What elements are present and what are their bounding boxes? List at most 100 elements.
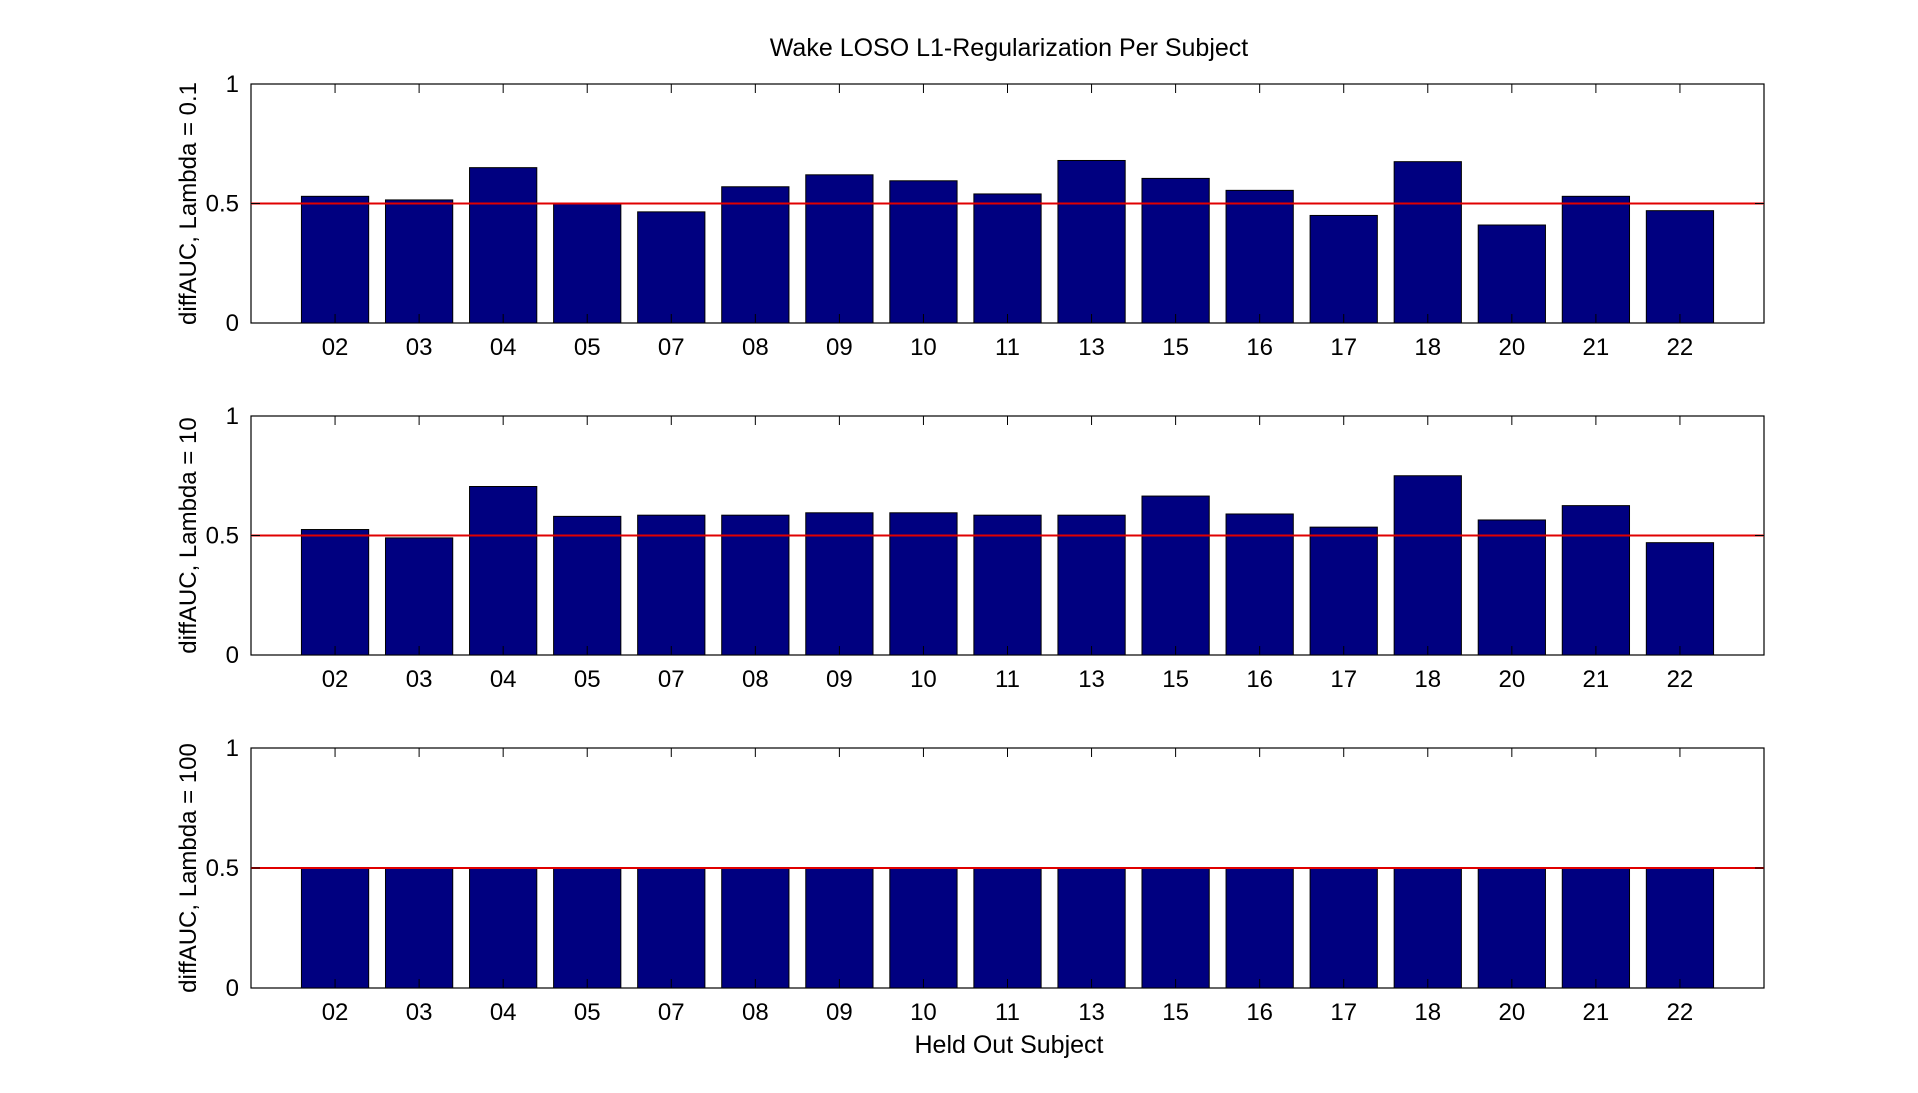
x-tick-label: 07 bbox=[658, 666, 685, 693]
bar-04 bbox=[469, 486, 538, 656]
bar-13 bbox=[1057, 514, 1126, 656]
bar-11 bbox=[973, 193, 1042, 324]
bar-05 bbox=[553, 867, 622, 989]
x-tick-label: 22 bbox=[1667, 334, 1694, 361]
x-tick-label: 05 bbox=[574, 999, 601, 1026]
x-tick-label: 15 bbox=[1162, 999, 1189, 1026]
bar-18 bbox=[1393, 161, 1462, 324]
x-tick-label: 02 bbox=[322, 666, 349, 693]
x-tick-label: 03 bbox=[406, 666, 433, 693]
x-tick-label: 02 bbox=[322, 334, 349, 361]
x-tick-label: 07 bbox=[658, 334, 685, 361]
bar-15 bbox=[1141, 177, 1210, 324]
subplot-panels: 02 03 04 05 07 08 09 10 11 13 15 16 17 18 20 21 2200.51d… bbox=[175, 71, 1765, 1026]
x-tick-label: 08 bbox=[742, 999, 769, 1026]
x-tick-label: 20 bbox=[1498, 334, 1525, 361]
x-tick-label: 04 bbox=[490, 999, 517, 1026]
bar-02 bbox=[300, 867, 370, 989]
bar-18 bbox=[1393, 475, 1462, 656]
x-tick-label: 15 bbox=[1162, 666, 1189, 693]
bar-21 bbox=[1561, 195, 1631, 324]
bar-07 bbox=[637, 211, 706, 324]
bar-07 bbox=[637, 867, 706, 989]
bar-16 bbox=[1225, 513, 1294, 656]
bar-20 bbox=[1477, 867, 1546, 989]
x-axis-label: Held Out Subject bbox=[915, 1031, 1104, 1059]
y-tick-label: 1 bbox=[226, 735, 239, 762]
figure-title: Wake LOSO L1-Regularization Per Subject bbox=[770, 34, 1249, 62]
bar-03 bbox=[384, 537, 454, 656]
bar-20 bbox=[1477, 224, 1546, 324]
x-tick-label: 13 bbox=[1078, 334, 1105, 361]
x-tick-label: 21 bbox=[1583, 999, 1610, 1026]
bar-07 bbox=[637, 514, 706, 656]
bar-17 bbox=[1309, 214, 1378, 324]
bar-11 bbox=[973, 514, 1042, 656]
bar-04 bbox=[469, 867, 538, 989]
x-tick-label: 20 bbox=[1498, 666, 1525, 693]
x-tick-label: 11 bbox=[995, 334, 1020, 361]
bar-09 bbox=[805, 512, 874, 656]
bar-13 bbox=[1057, 159, 1126, 324]
bar-16 bbox=[1225, 867, 1294, 989]
bar-10 bbox=[889, 867, 958, 989]
y-tick-label: 0 bbox=[226, 310, 239, 337]
bar-02 bbox=[300, 529, 370, 656]
x-tick-label: 04 bbox=[490, 666, 517, 693]
bar-15 bbox=[1141, 495, 1210, 656]
x-tick-label: 09 bbox=[826, 999, 853, 1026]
subplot-1: 02 03 04 05 07 08 09 10 11 13 15 16 17 18 20 21 22 0 0.5 1d… bbox=[175, 71, 1765, 361]
x-tick-label: 21 bbox=[1583, 334, 1610, 361]
x-tick-label: 04 bbox=[490, 334, 517, 361]
x-tick-label: 16 bbox=[1246, 334, 1273, 361]
x-tick-label: 18 bbox=[1414, 666, 1441, 693]
y-tick-label: 1 bbox=[226, 403, 239, 430]
x-tick-label: 13 bbox=[1078, 666, 1105, 693]
x-tick-label: 11 bbox=[995, 666, 1020, 693]
x-tick-label: 17 bbox=[1330, 999, 1357, 1026]
bar-17 bbox=[1309, 526, 1378, 656]
bar-08 bbox=[721, 186, 790, 324]
x-tick-label: 22 bbox=[1667, 999, 1694, 1026]
x-tick-label: 18 bbox=[1414, 999, 1441, 1026]
y-tick-label: 0.5 bbox=[206, 855, 239, 882]
x-tick-label: 13 bbox=[1078, 999, 1105, 1026]
x-tick-label: 03 bbox=[406, 334, 433, 361]
x-tick-label: 22 bbox=[1667, 666, 1694, 693]
x-tick-label: 16 bbox=[1246, 999, 1273, 1026]
x-tick-label: 10 bbox=[910, 999, 937, 1026]
x-tick-label: 07 bbox=[658, 999, 685, 1026]
bar-21 bbox=[1561, 867, 1631, 989]
y-axis-label: diffAUC, Lambda = 0.1 bbox=[175, 82, 202, 325]
bar-22 bbox=[1645, 210, 1715, 324]
x-tick-label: 02 bbox=[322, 999, 349, 1026]
y-tick-label: 0 bbox=[226, 642, 239, 669]
x-tick-label: 20 bbox=[1498, 999, 1525, 1026]
bar-20 bbox=[1477, 519, 1546, 656]
bar-13 bbox=[1057, 867, 1126, 989]
y-tick-label: 0 bbox=[226, 975, 239, 1002]
subplot-2: 02 03 04 05 07 08 09 10 11 13 15 16 17 18 20 21 22 0 0.5 1d… bbox=[175, 403, 1765, 693]
bar-17 bbox=[1309, 867, 1378, 989]
bar-05 bbox=[553, 203, 622, 324]
bar-03 bbox=[384, 867, 454, 989]
x-tick-label: 03 bbox=[406, 999, 433, 1026]
x-tick-label: 10 bbox=[910, 666, 937, 693]
bar-21 bbox=[1561, 505, 1631, 656]
x-tick-label: 15 bbox=[1162, 334, 1189, 361]
bar-10 bbox=[889, 180, 958, 324]
x-tick-label: 17 bbox=[1330, 334, 1357, 361]
bar-09 bbox=[805, 867, 874, 989]
subplot-3: 02 03 04 05 07 08 09 10 11 13 15 16 17 18 20 21 22 0 0.5 1d… bbox=[175, 735, 1765, 1026]
x-tick-label: 08 bbox=[742, 334, 769, 361]
y-axis-label: diffAUC, Lambda = 10 bbox=[175, 417, 202, 653]
x-tick-label: 16 bbox=[1246, 666, 1273, 693]
x-tick-label: 08 bbox=[742, 666, 769, 693]
bar-11 bbox=[973, 867, 1042, 989]
x-tick-label: 11 bbox=[995, 999, 1020, 1026]
bar-22 bbox=[1645, 867, 1715, 989]
bar-16 bbox=[1225, 189, 1294, 324]
bar-02 bbox=[300, 195, 370, 324]
